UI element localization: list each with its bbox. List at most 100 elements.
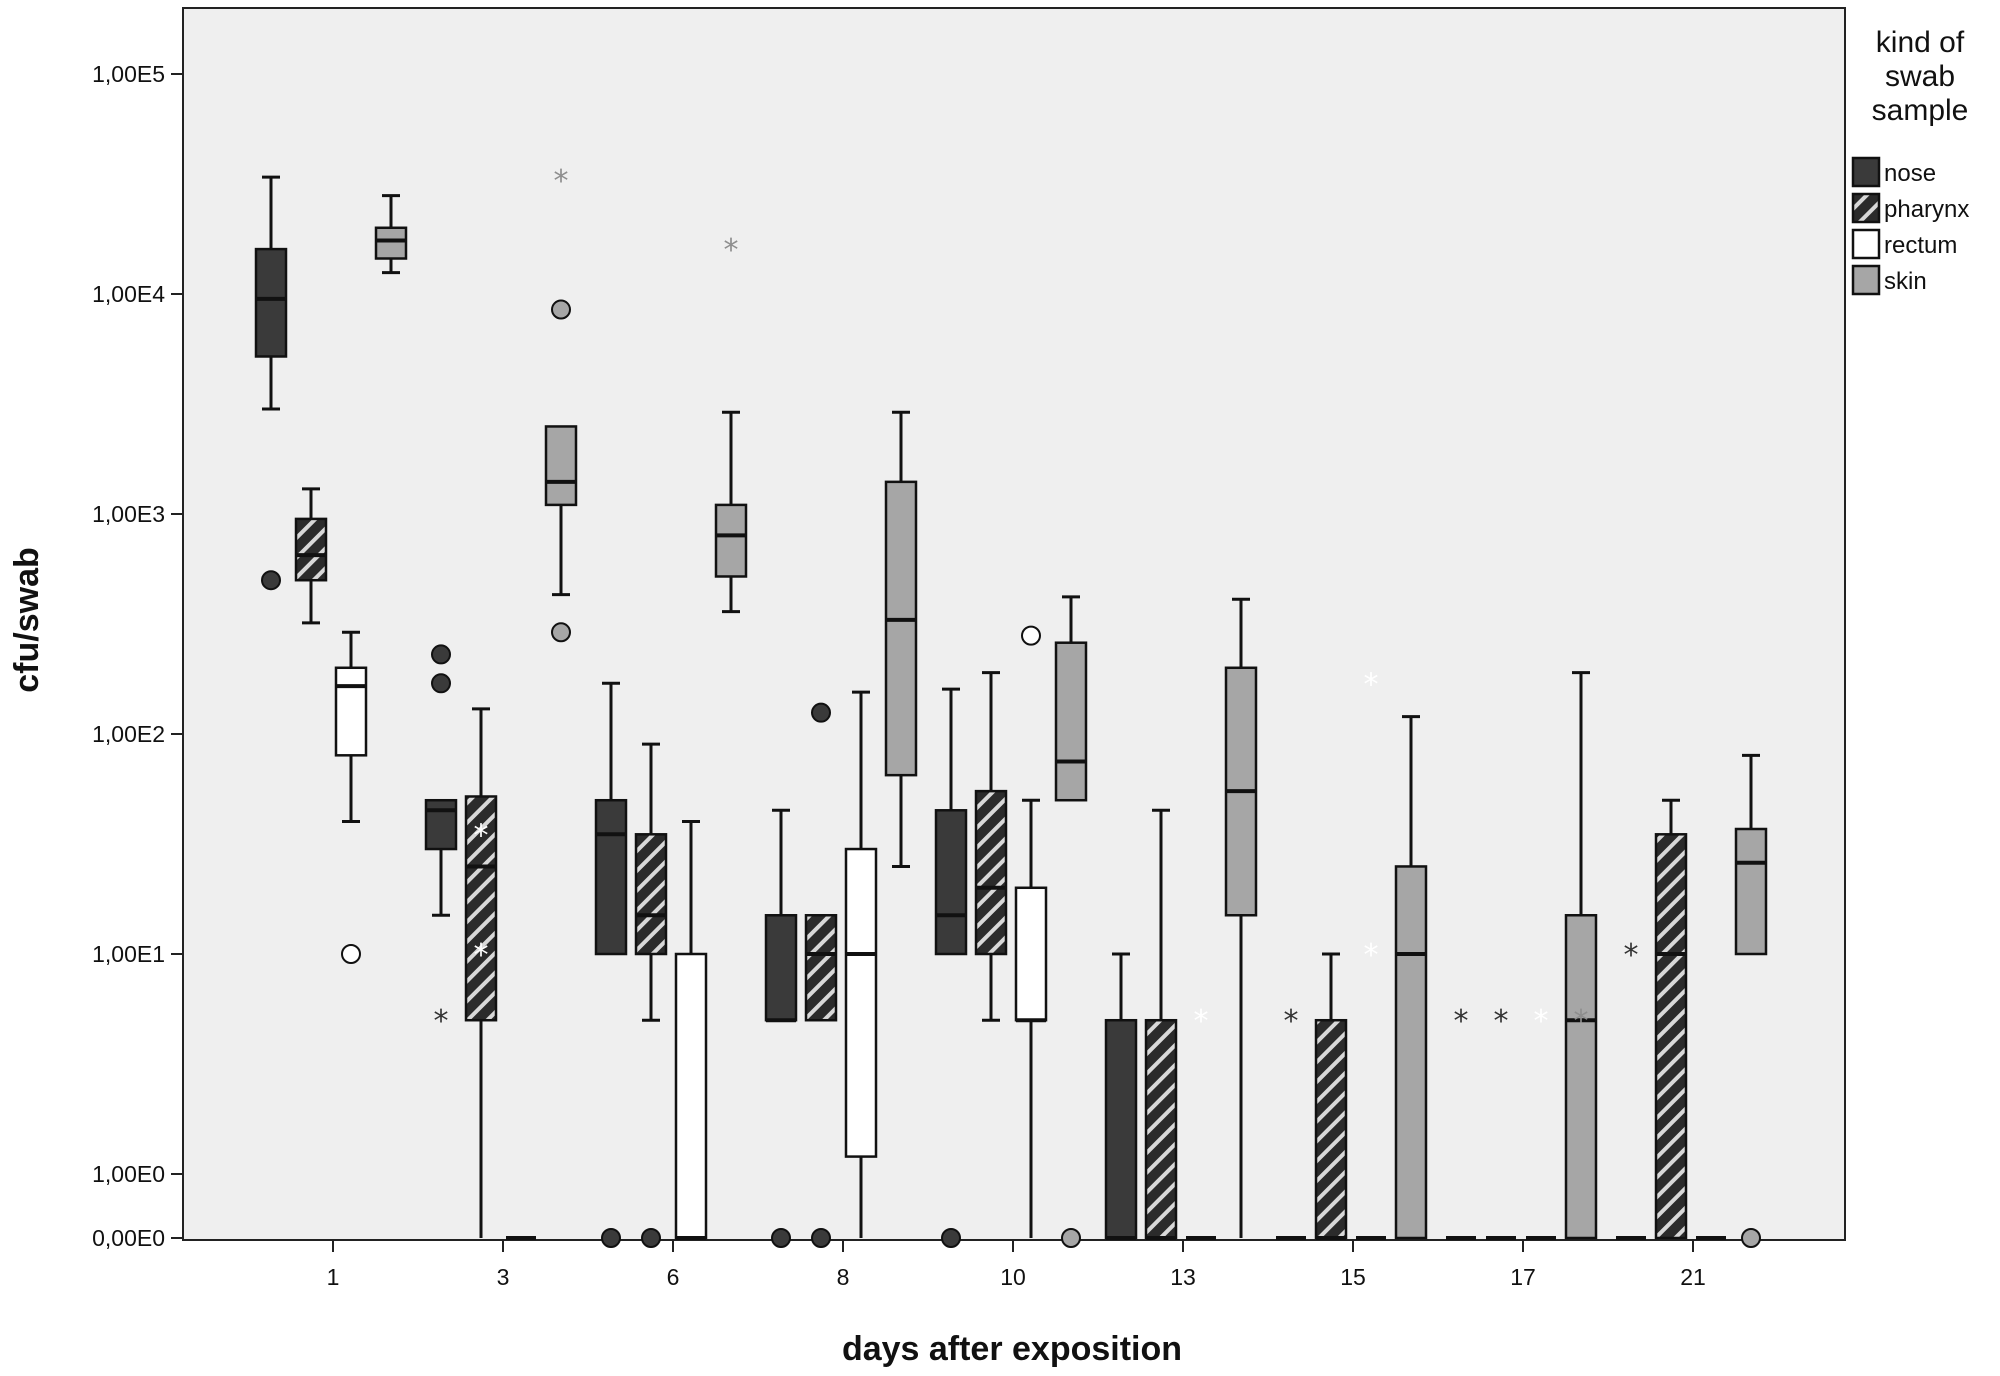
legend-label-rectum: rectum [1884, 232, 1957, 259]
box-rectum-day-6 [674, 820, 708, 1240]
outlier-circle [431, 644, 451, 665]
outlier-star: * [1624, 938, 1639, 973]
box-nose-day-13 [1104, 952, 1138, 1240]
box-iqr [844, 847, 878, 1158]
box-pharynx-day-1 [294, 487, 328, 625]
legend-swatch-rectum [1851, 228, 1881, 260]
box-skin-day-8 [884, 410, 918, 868]
x-tick-label: 6 [667, 1264, 680, 1290]
box-iqr [764, 914, 798, 1022]
box-iqr [934, 809, 968, 956]
x-tick-label: 15 [1340, 1264, 1366, 1290]
box-pharynx-day-6 [634, 742, 668, 1022]
box-iqr [594, 798, 628, 956]
y-tick-label: 1,00E0 [92, 1161, 165, 1187]
outlier-circle [551, 622, 571, 643]
box-pharynx-day-21 [1654, 798, 1688, 1240]
box-groups [254, 175, 1768, 1240]
outlier-circle [551, 299, 571, 320]
box-nose-day-10 [934, 687, 968, 956]
box-skin-day-3 [544, 425, 578, 597]
x-axis: 1 3 6 8 10 13 15 17 21 [327, 1240, 1706, 1290]
box-skin-day-10 [1054, 595, 1088, 802]
outlier-star: * [1284, 1004, 1299, 1039]
box-iqr [424, 798, 458, 851]
outlier-star: * [724, 233, 739, 268]
box-iqr [884, 480, 918, 777]
legend-swatch-pharynx [1851, 192, 1881, 224]
box-iqr [1654, 833, 1688, 1240]
box-iqr [374, 226, 408, 260]
box-skin-day-1 [374, 194, 408, 275]
box-iqr [1144, 1018, 1178, 1240]
box-iqr [1314, 1018, 1348, 1240]
y-tick-label: 1,00E4 [92, 281, 165, 307]
outlier-circle [1061, 1228, 1081, 1248]
box-skin-day-15 [1394, 715, 1428, 1240]
box-iqr [974, 789, 1008, 956]
outlier-circle [771, 1228, 791, 1248]
legend-swatch-skin [1851, 264, 1881, 296]
y-tick-label: 0,00E0 [92, 1225, 165, 1251]
box-skin-day-13 [1224, 597, 1258, 1238]
outlier-circle [811, 702, 831, 723]
box-nose-day-3 [424, 798, 458, 917]
box-iqr [1054, 641, 1088, 802]
x-tick-label: 10 [1000, 1264, 1026, 1290]
legend-title-line: kind of [1876, 26, 1965, 59]
legend-label-nose: nose [1884, 160, 1936, 187]
box-pharynx-day-3 [464, 707, 498, 1238]
outlier-star: * [1534, 1004, 1549, 1039]
box-skin-day-17 [1564, 671, 1598, 1240]
y-tick-label: 1,00E3 [92, 501, 165, 527]
box-iqr [1564, 914, 1598, 1240]
outlier-star: * [1194, 1004, 1209, 1039]
x-tick-label: 17 [1510, 1264, 1536, 1290]
outlier-star: * [474, 938, 489, 973]
box-pharynx-day-13 [1144, 808, 1178, 1240]
y-axis-title: cfu/swab [8, 547, 46, 692]
legend-label-skin: skin [1884, 268, 1927, 295]
box-nose-day-1 [254, 175, 288, 411]
x-tick-label: 21 [1680, 1264, 1706, 1290]
box-pharynx-day-15 [1314, 952, 1348, 1240]
box-skin-day-6 [714, 410, 748, 614]
box-iqr [804, 914, 838, 1022]
outlier-circle [641, 1228, 661, 1248]
box-iqr [1734, 827, 1768, 956]
outlier-star: * [434, 1004, 449, 1039]
box-iqr [1104, 1018, 1138, 1240]
box-nose-day-8 [764, 808, 798, 1023]
box-iqr [334, 666, 368, 757]
outlier-star: * [1574, 1004, 1589, 1039]
box-pharynx-day-8 [804, 914, 838, 1022]
x-tick-label: 13 [1170, 1264, 1196, 1290]
box-skin-day-21 [1734, 753, 1768, 956]
outlier-circle [811, 1228, 831, 1248]
x-tick-label: 8 [837, 1264, 850, 1290]
x-tick-label: 1 [327, 1264, 340, 1290]
box-rectum-day-8 [844, 690, 878, 1238]
outlier-star: * [1364, 667, 1379, 702]
x-axis-title: days after exposition [842, 1330, 1182, 1368]
y-axis: 0,00E0 1,00E0 1,00E1 1,00E2 1,00E3 1,00E4 1,00… [92, 61, 183, 1251]
legend-swatch-nose [1851, 156, 1881, 188]
box-iqr [254, 247, 288, 358]
outlier-star: * [554, 164, 569, 199]
y-tick-label: 1,00E2 [92, 721, 165, 747]
outlier-circle [601, 1228, 621, 1248]
box-pharynx-day-10 [974, 671, 1008, 1022]
box-iqr [294, 517, 328, 582]
box-nose-day-6 [594, 681, 628, 956]
box-iqr [1014, 886, 1048, 1022]
outlier-star: * [1454, 1004, 1469, 1039]
outlier-star: * [474, 818, 489, 853]
outlier-circle [341, 944, 361, 964]
outlier-markers: * * * * * * * * * * * * * * [261, 164, 1761, 1248]
outlier-star: * [1494, 1004, 1509, 1039]
box-iqr [544, 425, 578, 507]
legend-label-pharynx: pharynx [1884, 196, 1969, 223]
outlier-star: * [1364, 938, 1379, 973]
